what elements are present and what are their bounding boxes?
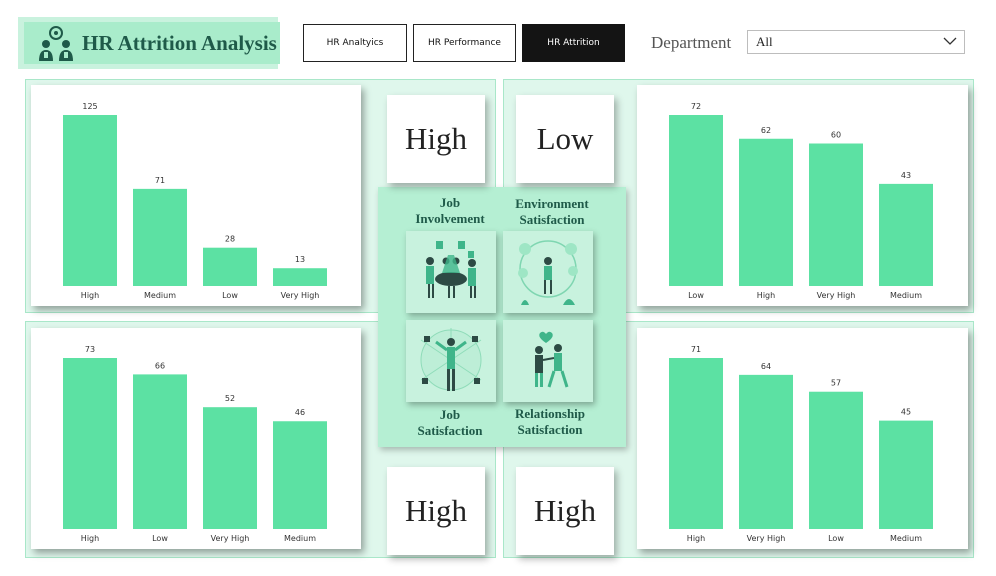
relationship-illustration <box>503 320 593 402</box>
category-label: High <box>81 291 99 300</box>
category-label: Very High <box>747 534 786 543</box>
data-label: 57 <box>831 379 841 388</box>
center-panel <box>378 187 626 447</box>
bar-medium[interactable] <box>273 421 327 529</box>
page-title: HR Attrition Analysis <box>82 30 277 55</box>
satisfaction-icon <box>420 328 482 391</box>
category-label: Very High <box>281 291 320 300</box>
environment-title-line1: Environment <box>515 196 589 211</box>
chevron-down-icon <box>943 37 957 45</box>
relationship-satisfaction-title: Relationship Satisfaction <box>500 406 600 438</box>
bar-very-high[interactable] <box>203 407 257 529</box>
data-label: 72 <box>691 102 701 111</box>
data-label: 52 <box>225 394 235 403</box>
bar-medium[interactable] <box>879 183 933 286</box>
category-label: Low <box>688 291 704 300</box>
category-label: High <box>757 291 775 300</box>
category-label: Medium <box>890 291 922 300</box>
data-label: 43 <box>901 171 911 180</box>
people-group-icon <box>39 26 73 61</box>
kpi-environment-satisfaction: Low <box>516 95 614 183</box>
data-label: 46 <box>295 408 305 417</box>
category-label: Low <box>222 291 238 300</box>
data-label: 125 <box>82 102 97 111</box>
department-value: All <box>756 34 773 49</box>
department-label: Department <box>651 33 732 52</box>
data-label: 71 <box>155 176 165 185</box>
job-satisfaction-title-line2: Satisfaction <box>417 423 483 438</box>
bar-high[interactable] <box>669 358 723 529</box>
kpi-relationship-satisfaction: High <box>516 467 614 555</box>
job-satisfaction-illustration <box>406 320 496 402</box>
category-label: Medium <box>144 291 176 300</box>
category-label: Very High <box>211 534 250 543</box>
environment-satisfaction-bar-chart: 72 Low 62 High 60 Very High 43 Medium <box>669 102 933 300</box>
job-satisfaction-bar-chart: 73 High 66 Low 52 Very High 46 Medium <box>63 345 327 543</box>
title-banner: HR Attrition Analysis <box>24 22 280 64</box>
bar-low[interactable] <box>809 391 863 529</box>
bar-very-high[interactable] <box>739 374 793 529</box>
category-label: High <box>81 534 99 543</box>
kpi-job-involvement: High <box>387 95 485 183</box>
relationship-satisfaction-bar-chart: 71 High 64 Very High 57 Low 45 Medium <box>669 345 933 543</box>
job-involvement-title-line1: Job <box>439 195 461 210</box>
data-label: 64 <box>761 362 771 371</box>
teamwork-icon <box>426 241 476 298</box>
category-label: Low <box>828 534 844 543</box>
relationship-title-line2: Satisfaction <box>517 422 583 437</box>
category-label: Very High <box>817 291 856 300</box>
data-label: 66 <box>155 361 165 370</box>
relationship-title-line1: Relationship <box>514 406 586 421</box>
chart-job-involvement: 125 High 71 Medium 28 Low 13 Very High <box>31 85 361 306</box>
bar-low[interactable] <box>203 247 257 286</box>
nav-hr-analytics-button[interactable]: HR Analtyics <box>303 24 407 62</box>
bar-high[interactable] <box>739 138 793 286</box>
nav-hr-attrition-button[interactable]: HR Attrition <box>522 24 625 62</box>
bar-medium[interactable] <box>133 188 187 286</box>
job-satisfaction-title-line1: Job <box>439 407 461 422</box>
environment-icon <box>518 240 578 305</box>
category-label: Low <box>152 534 168 543</box>
data-label: 60 <box>831 131 841 140</box>
kpi-job-satisfaction: High <box>387 467 485 555</box>
data-label: 45 <box>901 408 911 417</box>
department-dropdown[interactable]: All <box>747 30 965 54</box>
bar-high[interactable] <box>63 115 117 286</box>
bar-high[interactable] <box>63 358 117 529</box>
environment-satisfaction-title: Environment Satisfaction <box>502 196 602 228</box>
category-label: Medium <box>890 534 922 543</box>
category-label: High <box>687 534 705 543</box>
job-involvement-bar-chart: 125 High 71 Medium 28 Low 13 Very High <box>63 102 327 300</box>
bar-medium[interactable] <box>879 420 933 529</box>
bar-very-high[interactable] <box>809 143 863 287</box>
chart-job-satisfaction: 73 High 66 Low 52 Very High 46 Medium <box>31 328 361 549</box>
job-involvement-title-line2: Involvement <box>415 211 485 226</box>
data-label: 62 <box>761 126 771 135</box>
teamwork-illustration <box>406 231 496 313</box>
data-label: 71 <box>691 345 701 354</box>
bar-low[interactable] <box>133 374 187 529</box>
data-label: 73 <box>85 345 95 354</box>
chart-environment-satisfaction: 72 Low 62 High 60 Very High 43 Medium <box>637 85 968 306</box>
data-label: 28 <box>225 235 235 244</box>
nav-hr-performance-button[interactable]: HR Performance <box>413 24 516 62</box>
relationship-icon <box>535 331 569 388</box>
chart-relationship-satisfaction: 71 High 64 Very High 57 Low 45 Medium <box>637 328 968 549</box>
bar-low[interactable] <box>669 115 723 286</box>
bar-very-high[interactable] <box>273 268 327 286</box>
category-label: Medium <box>284 534 316 543</box>
job-satisfaction-title: Job Satisfaction <box>400 407 500 439</box>
environment-title-line2: Satisfaction <box>519 212 585 227</box>
job-involvement-title: Job Involvement <box>400 195 500 227</box>
environment-illustration <box>503 231 593 313</box>
data-label: 13 <box>295 255 305 264</box>
